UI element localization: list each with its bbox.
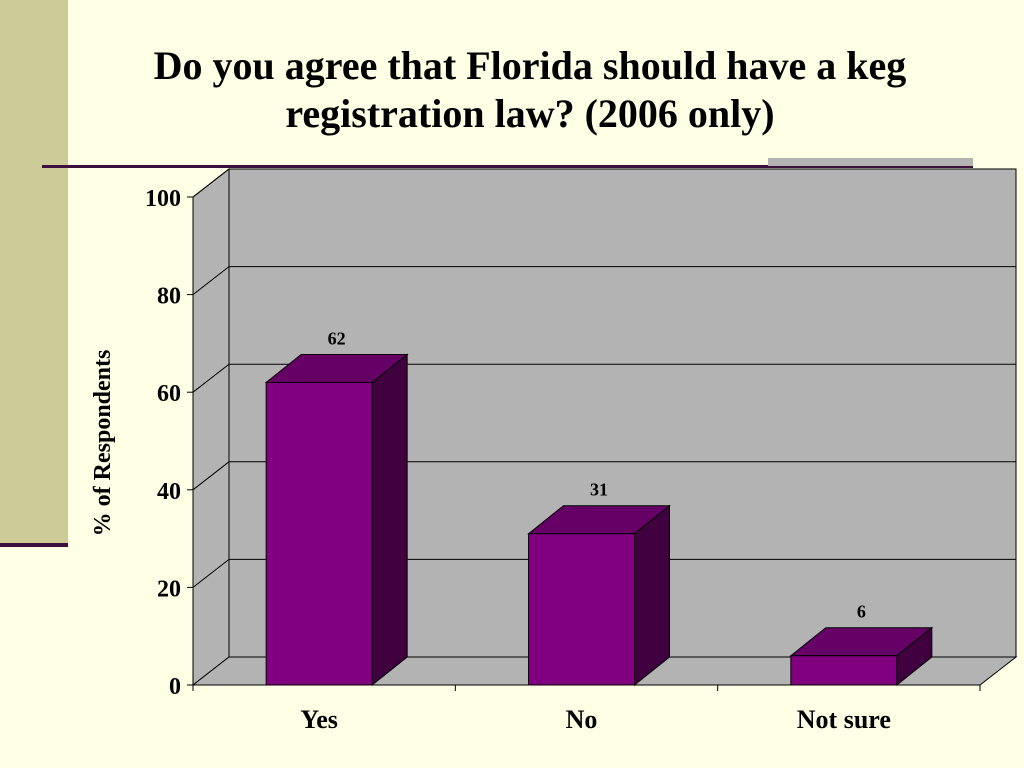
bar-side xyxy=(634,504,670,687)
y-tick-label: 0 xyxy=(169,674,181,700)
gridline xyxy=(192,461,1016,491)
x-category-label: No xyxy=(566,705,598,734)
side-band xyxy=(0,0,68,545)
gridline xyxy=(192,168,1016,198)
data-label: 6 xyxy=(857,602,866,622)
bar-yes xyxy=(265,381,373,686)
data-label: 31 xyxy=(590,480,608,500)
data-label: 62 xyxy=(328,328,346,348)
gridline xyxy=(192,266,1016,295)
y-tick-label: 40 xyxy=(157,479,181,505)
gridline xyxy=(192,363,1016,393)
x-category-label: Not sure xyxy=(797,705,891,734)
y-tick-label: 20 xyxy=(157,576,181,602)
title-rule xyxy=(42,165,973,168)
bar-no xyxy=(528,533,635,686)
y-tick-label: 60 xyxy=(157,381,181,407)
bar-side xyxy=(371,353,408,687)
page-title: Do you agree that Florida should have a … xyxy=(153,43,907,136)
y-tick-label: 100 xyxy=(145,186,181,212)
side-divider xyxy=(0,543,68,547)
x-category-label: Yes xyxy=(300,705,338,734)
plot-side-wall xyxy=(192,167,230,687)
y-axis-label: % of Respondents xyxy=(90,350,116,537)
gridline xyxy=(192,558,1016,588)
bar-not-sure xyxy=(790,655,898,686)
title-rule-accent xyxy=(768,158,973,166)
y-tick-label: 80 xyxy=(157,284,181,310)
